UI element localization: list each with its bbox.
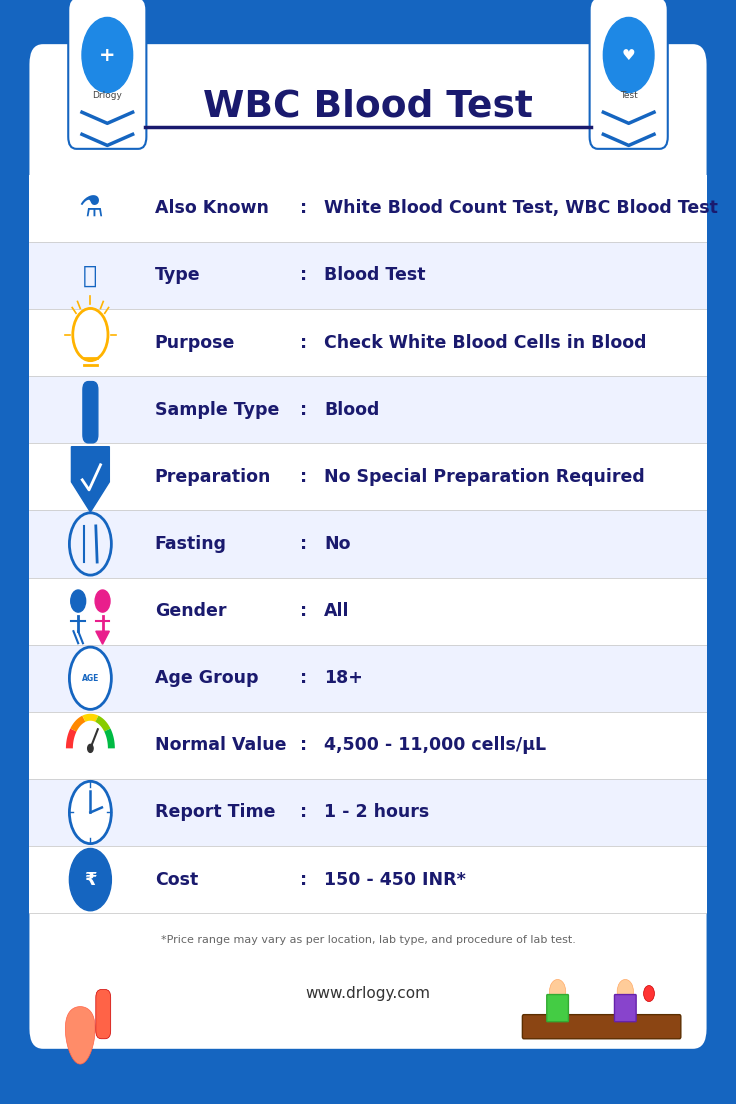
FancyBboxPatch shape — [615, 995, 636, 1021]
Circle shape — [88, 744, 93, 753]
Text: Fasting: Fasting — [155, 535, 227, 553]
Text: :: : — [300, 602, 307, 620]
FancyBboxPatch shape — [29, 577, 707, 645]
Circle shape — [618, 979, 634, 1004]
Text: Age Group: Age Group — [155, 669, 258, 687]
Text: Normal Value: Normal Value — [155, 736, 286, 754]
Text: www.drlogy.com: www.drlogy.com — [305, 986, 431, 1001]
Text: Blood: Blood — [324, 401, 379, 418]
Text: :: : — [300, 669, 307, 687]
Text: No Special Preparation Required: No Special Preparation Required — [324, 468, 645, 486]
Circle shape — [71, 590, 85, 612]
FancyBboxPatch shape — [29, 376, 707, 444]
Circle shape — [643, 986, 654, 1001]
Text: :: : — [300, 401, 307, 418]
Text: :: : — [300, 468, 307, 486]
FancyBboxPatch shape — [29, 712, 707, 779]
Text: 1 - 2 hours: 1 - 2 hours — [324, 804, 429, 821]
FancyBboxPatch shape — [68, 0, 146, 149]
FancyBboxPatch shape — [547, 995, 568, 1021]
Text: :: : — [300, 333, 307, 351]
FancyBboxPatch shape — [83, 382, 98, 443]
FancyBboxPatch shape — [29, 846, 707, 913]
Text: Also Known: Also Known — [155, 200, 269, 217]
FancyBboxPatch shape — [29, 242, 707, 309]
Circle shape — [69, 849, 111, 911]
FancyBboxPatch shape — [29, 44, 707, 1049]
Text: No: No — [324, 535, 350, 553]
FancyBboxPatch shape — [96, 989, 110, 1039]
FancyBboxPatch shape — [29, 174, 707, 242]
Text: Cost: Cost — [155, 871, 198, 889]
Text: +: + — [99, 45, 116, 64]
Text: 150 - 450 INR*: 150 - 450 INR* — [324, 871, 466, 889]
Text: :: : — [300, 200, 307, 217]
Text: :: : — [300, 871, 307, 889]
FancyBboxPatch shape — [29, 645, 707, 712]
Text: *Price range may vary as per location, lab type, and procedure of lab test.: *Price range may vary as per location, l… — [160, 935, 576, 945]
Text: :: : — [300, 736, 307, 754]
Text: 🔬: 🔬 — [83, 264, 97, 287]
Text: WBC Blood Test: WBC Blood Test — [203, 88, 533, 125]
Text: ♥: ♥ — [622, 47, 635, 63]
Text: :: : — [300, 535, 307, 553]
Text: Purpose: Purpose — [155, 333, 235, 351]
Text: 18+: 18+ — [324, 669, 363, 687]
Polygon shape — [96, 631, 110, 645]
FancyBboxPatch shape — [523, 1015, 681, 1039]
Text: Blood Test: Blood Test — [324, 266, 425, 285]
Text: Sample Type: Sample Type — [155, 401, 279, 418]
FancyBboxPatch shape — [29, 510, 707, 577]
Circle shape — [604, 18, 654, 93]
Polygon shape — [71, 447, 110, 512]
Text: :: : — [300, 804, 307, 821]
Circle shape — [69, 647, 111, 710]
FancyBboxPatch shape — [29, 309, 707, 376]
Text: Check White Blood Cells in Blood: Check White Blood Cells in Blood — [324, 333, 646, 351]
Circle shape — [69, 782, 111, 843]
Text: :: : — [300, 266, 307, 285]
Text: ⚗: ⚗ — [78, 194, 103, 222]
Text: Test: Test — [620, 92, 637, 100]
Circle shape — [82, 18, 132, 93]
Circle shape — [95, 590, 110, 612]
Text: Gender: Gender — [155, 602, 226, 620]
FancyBboxPatch shape — [590, 0, 668, 149]
Text: White Blood Count Test, WBC Blood Test: White Blood Count Test, WBC Blood Test — [324, 200, 718, 217]
Text: All: All — [324, 602, 350, 620]
Polygon shape — [66, 1007, 95, 1064]
Circle shape — [550, 979, 566, 1004]
Text: Drlogy: Drlogy — [93, 92, 122, 100]
FancyBboxPatch shape — [29, 444, 707, 510]
Text: Preparation: Preparation — [155, 468, 271, 486]
FancyBboxPatch shape — [29, 779, 707, 846]
Text: AGE: AGE — [82, 673, 99, 682]
Text: 4,500 - 11,000 cells/μL: 4,500 - 11,000 cells/μL — [324, 736, 546, 754]
Text: Type: Type — [155, 266, 200, 285]
Text: ₹: ₹ — [84, 871, 96, 889]
Text: Report Time: Report Time — [155, 804, 275, 821]
